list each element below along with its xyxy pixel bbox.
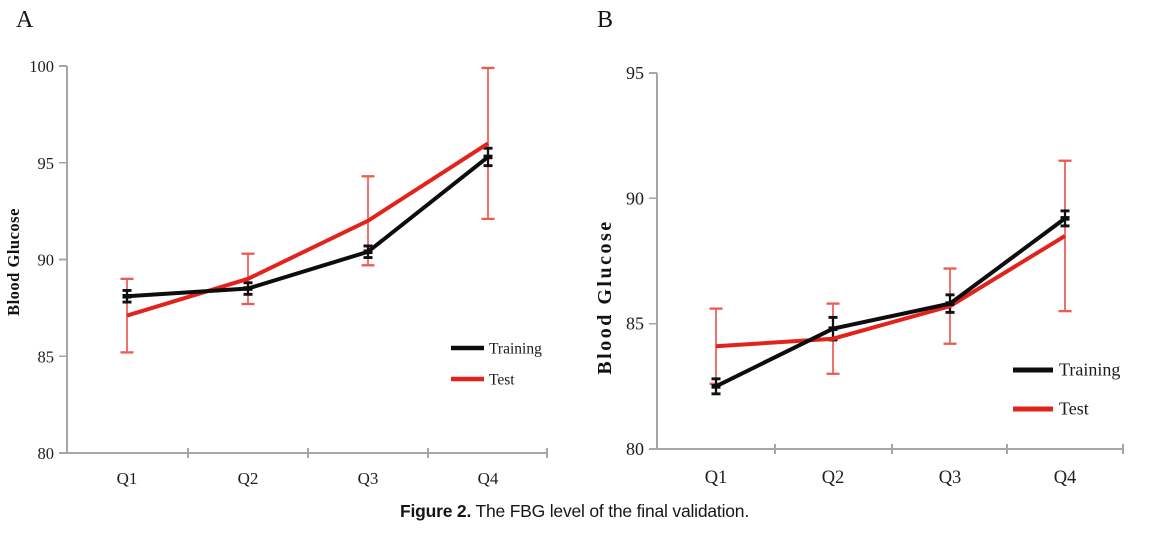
axes: 80 85 90 95 100 Q1 Q2 Q3 Q4 [29,57,548,488]
y-tick-label: 95 [626,63,644,83]
dual-line-chart: 80 85 90 95 100 Q1 Q2 Q3 Q4 Training Test 80 85 90 95 Q… [29,57,1124,488]
axes: 80 85 90 95 Q1 Q2 Q3 Q4 [626,63,1124,488]
error-bars-training [122,146,493,304]
panel-A: 80 85 90 95 100 Q1 Q2 Q3 Q4 Training Test [29,57,548,488]
figure-caption: Figure 2. The FBG level of the final val… [0,501,1149,522]
y-tick-label: 100 [29,57,54,76]
x-tick-label: Q3 [358,469,379,488]
legend-label-test: Test [1059,399,1089,419]
panel-a-label: A [16,7,34,33]
figure-caption-text: The FBG level of the final validation. [471,501,749,521]
y-tick-label: 80 [38,444,55,463]
y-tick-label: 85 [38,347,55,366]
data-point-marker [243,286,253,291]
x-tick-label: Q4 [1054,468,1077,488]
figure-caption-label: Figure 2. [399,501,472,521]
series-markers-training [122,154,493,299]
data-point-marker [483,154,493,160]
legend: Training Test [1013,360,1120,419]
legend-label-training: Training [1059,360,1120,380]
data-point-marker [363,249,373,255]
legend: Training Test [451,341,542,389]
data-point-marker [711,384,721,389]
series-line-test [126,141,490,318]
x-tick-label: Q1 [117,469,138,488]
legend-label-training: Training [489,341,542,358]
error-bars-training [711,209,1070,396]
series-line-training [126,155,490,299]
y-tick-label: 90 [626,188,644,208]
y-tick-label: 80 [626,439,644,459]
y-tick-label: 85 [626,314,644,334]
legend-label-test: Test [489,372,515,389]
series-line-training [715,216,1067,389]
data-point-marker [1060,216,1070,221]
series-line-test [715,234,1067,349]
error-bars-test [709,159,1072,385]
data-point-marker [122,293,132,299]
panel-b-label: B [597,7,614,33]
x-tick-label: Q4 [478,469,499,488]
error-bars-test [120,66,495,354]
panel-B: 80 85 90 95 Q1 Q2 Q3 Q4 Training Test [626,63,1124,488]
y-tick-label: 95 [38,154,55,173]
y-tick-label: 90 [38,251,55,270]
x-tick-label: Q1 [705,468,728,488]
series-markers-training [711,216,1070,389]
data-point-marker [828,326,838,331]
data-point-marker [945,301,955,306]
x-tick-label: Q2 [238,469,259,488]
x-tick-label: Q3 [939,468,962,488]
x-tick-label: Q2 [822,468,845,488]
